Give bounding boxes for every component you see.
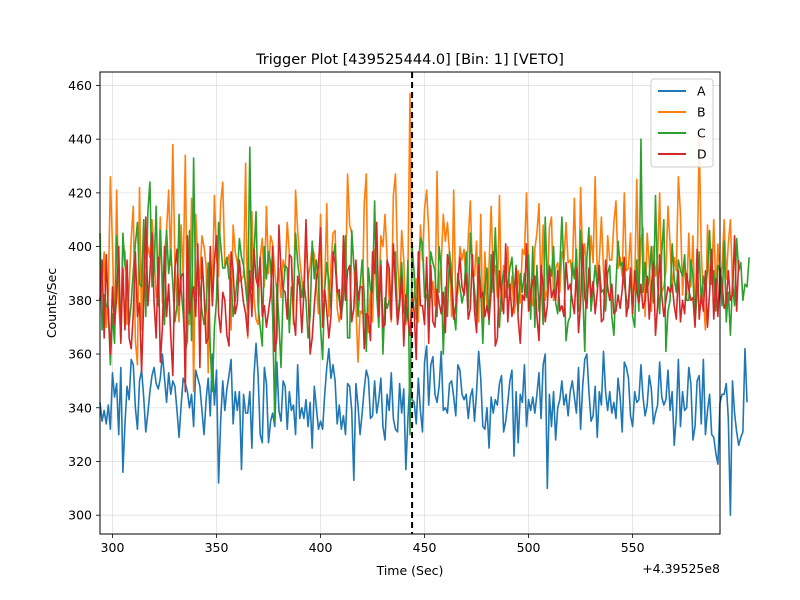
x-tick-label: 400	[309, 540, 333, 555]
legend-box	[650, 78, 714, 168]
series-line-b	[100, 92, 734, 393]
legend-label-b: B	[697, 105, 706, 120]
x-tick-label: 450	[413, 540, 437, 555]
y-tick-label: 380	[68, 293, 92, 308]
x-tick-label: 350	[205, 540, 229, 555]
series-line-c	[99, 138, 750, 436]
y-tick-label: 420	[68, 185, 92, 200]
y-tick-label: 460	[68, 78, 92, 93]
x-axis-offset-label: +4.39525e8	[642, 561, 720, 576]
plot-axes	[99, 71, 721, 535]
series-line-a	[99, 342, 748, 517]
legend-label-a: A	[697, 84, 706, 99]
series-line-d	[99, 216, 740, 393]
series-layer	[99, 92, 750, 517]
y-tick-label: 300	[68, 508, 92, 523]
legend-label-d: D	[697, 147, 707, 162]
y-axis-label: Counts/Sec	[44, 268, 59, 338]
x-tick-label: 300	[101, 540, 125, 555]
y-tick-label: 440	[68, 132, 92, 147]
y-tick-label: 360	[68, 347, 92, 362]
y-axis-ticks: 300 320 340 360 380 400 420 440 460	[68, 78, 100, 523]
chart-title: Trigger Plot [439525444.0] [Bin: 1] [VET…	[255, 52, 564, 68]
y-tick-label: 400	[68, 239, 92, 254]
x-axis-label: Time (Sec)	[376, 563, 444, 578]
y-tick-label: 320	[68, 454, 92, 469]
x-tick-label: 500	[517, 540, 541, 555]
x-axis-ticks: 300 350 400 450 500 550	[101, 534, 645, 555]
y-tick-label: 340	[68, 400, 92, 415]
legend-label-c: C	[697, 126, 706, 141]
x-tick-label: 550	[621, 540, 645, 555]
